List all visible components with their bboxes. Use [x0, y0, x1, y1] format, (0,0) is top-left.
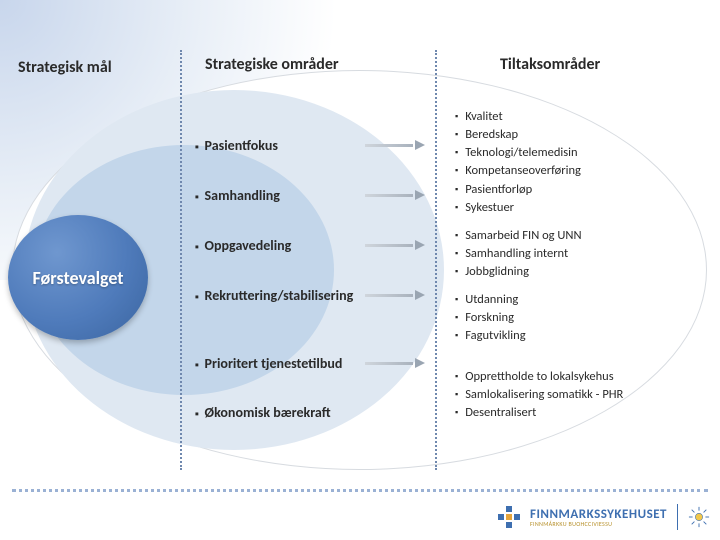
action-item: Samlokalisering somatikk - PHR	[455, 386, 700, 404]
area-label: Samhandling	[195, 187, 280, 204]
action-item: Kompetanseoverføring	[455, 162, 700, 180]
logo-subtitle: FINNMÁRKKU BUOHCCIVIESSU	[530, 521, 667, 527]
goal-label: Førstevalget	[32, 267, 123, 289]
divider-right	[435, 50, 437, 470]
area-item: Prioritert tjenestetilbud	[195, 338, 425, 388]
slide: Førstevalget Strategisk mål Strategiske …	[0, 0, 720, 540]
area-label: Prioritert tjenestetilbud	[195, 355, 342, 372]
header-actions: Tiltaksområder	[500, 55, 600, 74]
area-label: Oppgavedeling	[195, 237, 291, 254]
arrow-icon	[365, 290, 425, 300]
area-item: Oppgavedeling	[195, 220, 425, 270]
action-item: Utdanning	[455, 291, 700, 309]
area-label: Økonomisk bærekraft	[195, 404, 331, 421]
action-item: Samarbeid FIN og UNN	[455, 227, 700, 245]
logo-cross-icon	[498, 506, 520, 528]
action-group: Opprettholde to lokalsykehusSamlokaliser…	[455, 368, 700, 422]
logo-name: FINNMARKSSYKEHUSET	[530, 508, 667, 521]
action-item: Teknologi/telemedisin	[455, 144, 700, 162]
divider-left	[180, 50, 182, 470]
logo-separator	[677, 504, 678, 530]
area-label: Rekruttering/stabilisering	[195, 287, 353, 304]
area-item: Økonomisk bærekraft	[195, 392, 425, 432]
action-item: Fagutvikling	[455, 327, 700, 345]
action-item: Forskning	[455, 309, 700, 327]
arrow-icon	[365, 140, 425, 150]
action-item: Samhandling internt	[455, 245, 700, 263]
action-areas-column: KvalitetBeredskapTeknologi/telemedisinKo…	[455, 108, 700, 432]
action-group: KvalitetBeredskapTeknologi/telemedisinKo…	[455, 108, 700, 217]
header-areas: Strategiske områder	[205, 55, 339, 74]
action-item: Pasientforløp	[455, 181, 700, 199]
area-label: Pasientfokus	[195, 137, 278, 154]
area-item: Pasientfokus	[195, 120, 425, 170]
footer-divider	[12, 489, 708, 492]
sun-icon	[688, 506, 710, 528]
header-goal: Strategisk mål	[18, 58, 112, 77]
action-item: Jobbglidning	[455, 263, 700, 281]
arrow-icon	[365, 190, 425, 200]
action-item: Kvalitet	[455, 108, 700, 126]
logo-text: FINNMARKSSYKEHUSET FINNMÁRKKU BUOHCCIVIE…	[530, 508, 667, 527]
area-item: Rekruttering/stabilisering	[195, 270, 425, 320]
action-item: Desentralisert	[455, 404, 700, 422]
action-item: Beredskap	[455, 126, 700, 144]
strategic-areas-list: Pasientfokus Samhandling Oppgavedeling Rekr…	[195, 120, 425, 432]
action-item: Opprettholde to lokalsykehus	[455, 368, 700, 386]
action-group: UtdanningForskningFagutvikling	[455, 291, 700, 345]
area-item: Samhandling	[195, 170, 425, 220]
goal-circle: Førstevalget	[8, 215, 148, 340]
arrow-icon	[365, 240, 425, 250]
logo-area: FINNMARKSSYKEHUSET FINNMÁRKKU BUOHCCIVIE…	[498, 504, 710, 530]
arrow-icon	[365, 358, 425, 368]
action-item: Sykestuer	[455, 199, 700, 217]
action-group: Samarbeid FIN og UNNSamhandling interntJ…	[455, 227, 700, 281]
